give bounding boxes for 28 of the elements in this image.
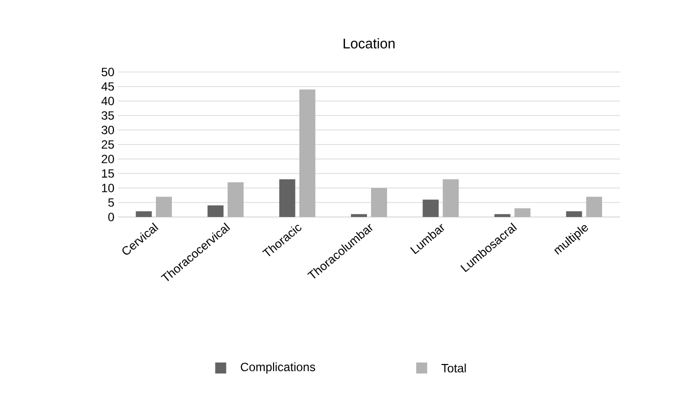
bar	[566, 211, 582, 217]
bar	[422, 200, 439, 217]
bar	[279, 179, 296, 217]
bar	[136, 211, 152, 217]
bar	[586, 196, 602, 217]
bar	[442, 179, 459, 217]
y-tick-label: 0	[108, 212, 114, 222]
legend-label: Total	[441, 364, 466, 372]
y-tick-label: 20	[102, 154, 114, 164]
bar	[350, 214, 367, 217]
y-tick-label: 25	[102, 140, 114, 149]
y-tick-label: 5	[108, 198, 114, 207]
y-tick-label: 35	[102, 111, 114, 120]
y-tick-label: 50	[102, 68, 114, 76]
bar	[371, 188, 388, 217]
y-tick-label: 40	[101, 96, 114, 106]
chart-title: Location	[344, 38, 395, 48]
bar	[514, 208, 530, 217]
legend-label: Complications	[240, 362, 316, 374]
y-tick-label: 10	[102, 184, 114, 192]
y-tick-label: 30	[102, 126, 114, 134]
y-tick-label: 15	[102, 169, 114, 178]
bar	[156, 196, 172, 217]
bar	[299, 89, 316, 217]
y-tick-label: 45	[101, 82, 114, 91]
bar	[208, 205, 224, 217]
bar	[228, 182, 244, 217]
bar	[494, 214, 510, 217]
